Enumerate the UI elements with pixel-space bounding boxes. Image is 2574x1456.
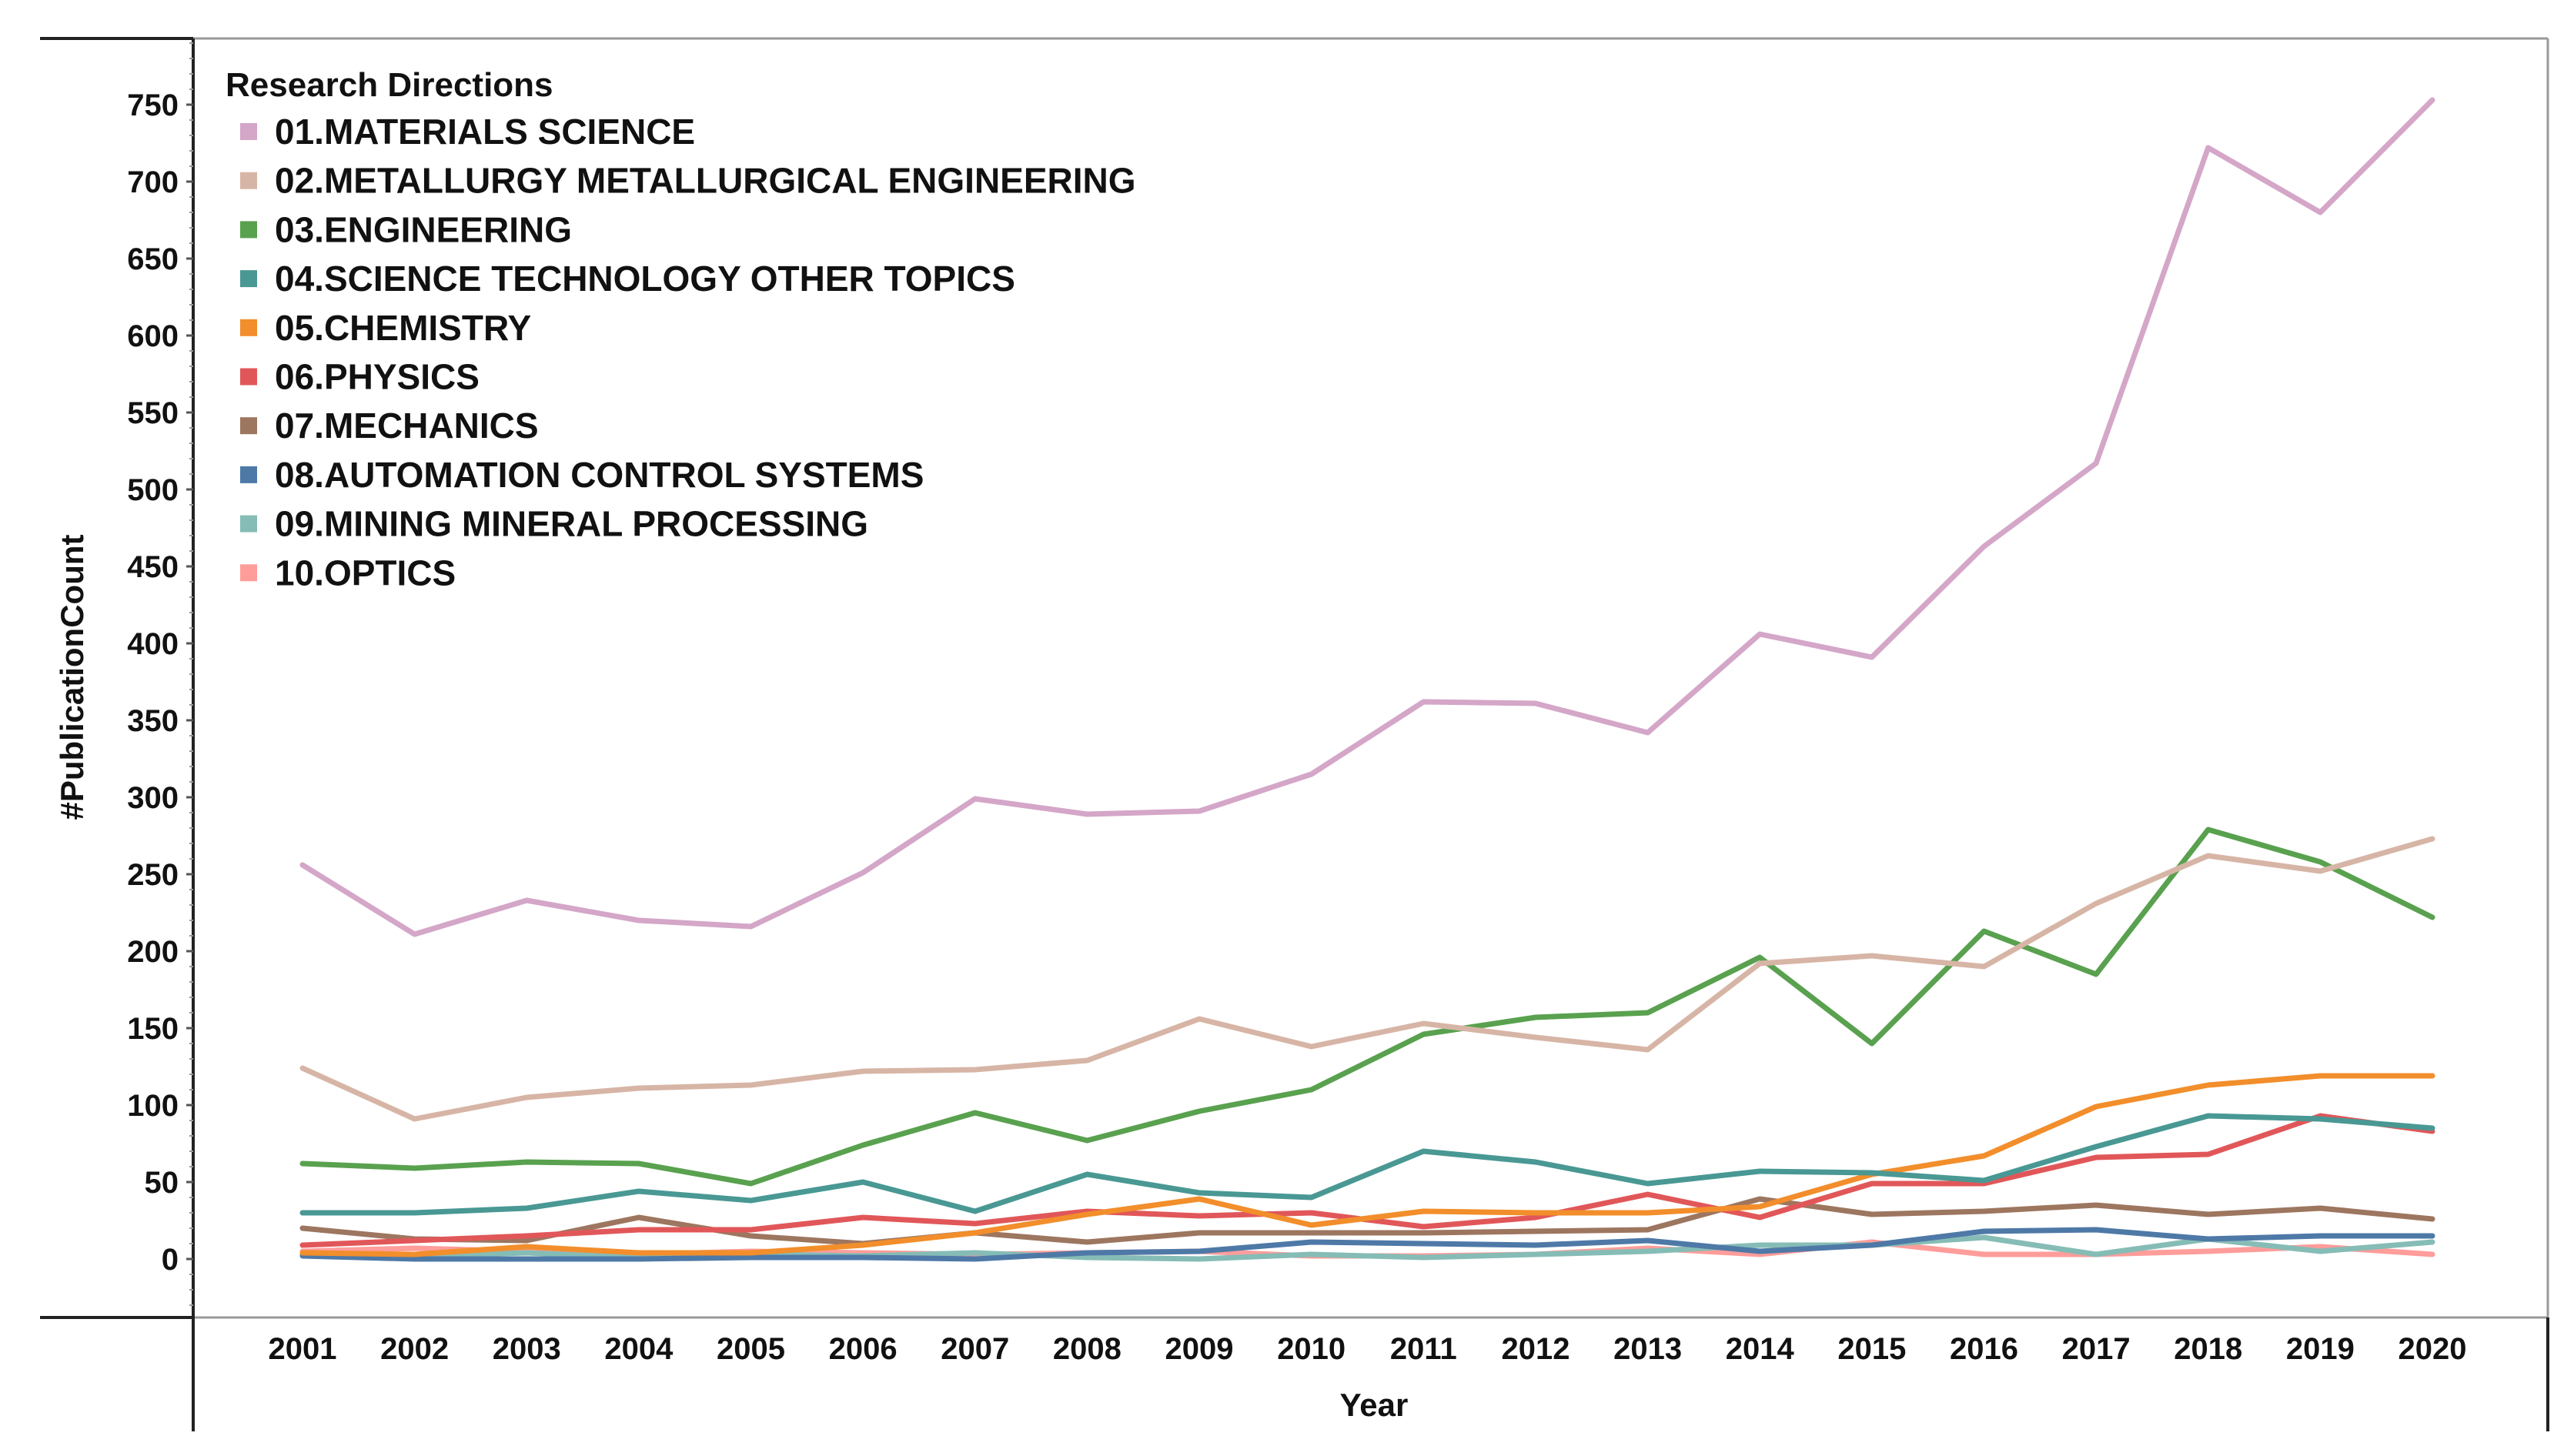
y-tick-label: 450 [127,550,179,584]
x-tick-label: 2017 [2062,1332,2131,1366]
legend-entry: 01.MATERIALS SCIENCE [275,112,695,152]
legend-swatch [240,368,257,386]
y-tick-label: 750 [127,88,179,122]
legend-entry: 05.CHEMISTRY [275,308,531,348]
series-line [299,1113,2435,1216]
y-axis-title: #PublicationCount [54,535,90,820]
y-tick-label: 350 [127,704,179,738]
legend-swatch [240,466,257,483]
x-tick-label: 2018 [2174,1332,2242,1366]
x-tick-label: 2020 [2398,1332,2467,1366]
x-tick-label: 2009 [1165,1332,1234,1366]
series-line [299,97,2435,937]
x-tick-label: 2013 [1613,1332,1682,1366]
x-tick-label: 2016 [1950,1332,2018,1366]
x-axis-title: Year [1340,1387,1409,1423]
y-tick-label: 250 [127,858,179,892]
legend-entry: 10.OPTICS [275,553,456,593]
legend: Research Directions 01.MATERIALS SCIENCE… [226,66,1136,593]
x-tick-label: 2004 [604,1332,674,1366]
y-tick-label: 150 [127,1012,179,1046]
legend-entry: 06.PHYSICS [275,357,480,397]
y-tick-label: 50 [145,1166,179,1200]
x-tick-label: 2006 [829,1332,898,1366]
series-line [299,1227,2435,1262]
x-tick-label: 2008 [1053,1332,1122,1366]
x-tick-label: 2012 [1501,1332,1569,1366]
y-tick-label: 400 [127,627,179,661]
series-line [299,827,2435,1187]
x-tick-label: 2003 [493,1332,561,1366]
legend-entry: 02.METALLURGY METALLURGICAL ENGINEERING [275,161,1136,201]
series-line [299,1196,2435,1247]
legend-swatch [240,417,257,435]
y-tick-label: 300 [127,781,179,815]
legend-entry: 03.ENGINEERING [275,209,572,249]
y-tick-label: 650 [127,242,179,276]
legend-swatch [240,172,257,189]
legend-entry: 07.MECHANICS [275,406,539,446]
y-tick-label: 700 [127,165,179,199]
x-tick-label: 2011 [1390,1332,1457,1366]
legend-swatch [240,270,257,288]
x-tick-label: 2005 [717,1332,785,1366]
y-tick-label: 200 [127,935,179,969]
legend-title: Research Directions [226,66,553,104]
y-axis: 0 50 100 150 200 250 300 350 400 450 500 550 600 650 7… [127,42,193,1306]
x-axis: 2001 2002 2003 2004 2005 2006 2007 2008 2009 2010… [269,1332,2467,1366]
series-line [299,1113,2435,1248]
legend-entry: 04.SCIENCE TECHNOLOGY OTHER TOPICS [275,259,1015,299]
legend-entry: 08.AUTOMATION CONTROL SYSTEMS [275,455,924,495]
series-line [299,1073,2435,1257]
x-tick-label: 2014 [1726,1332,1795,1366]
legend-swatch [240,564,257,582]
x-tick-label: 2007 [941,1332,1009,1366]
y-tick-label: 600 [127,319,179,353]
y-tick-label: 500 [127,473,179,507]
x-tick-label: 2002 [380,1332,449,1366]
legend-swatch [240,221,257,239]
legend-swatch [240,319,257,336]
x-tick-label: 2015 [1837,1332,1906,1366]
y-tick-label: 550 [127,396,179,430]
legend-swatch [240,123,257,140]
legend-entry: 09.MINING MINERAL PROCESSING [275,504,868,544]
y-tick-label: 0 [162,1243,179,1277]
x-tick-label: 2010 [1277,1332,1346,1366]
x-tick-label: 2019 [2286,1332,2355,1366]
y-tick-label: 100 [127,1089,179,1123]
legend-swatch [240,515,257,533]
series-lines [299,97,2435,1262]
series-line [299,836,2435,1122]
x-tick-label: 2001 [269,1332,337,1366]
